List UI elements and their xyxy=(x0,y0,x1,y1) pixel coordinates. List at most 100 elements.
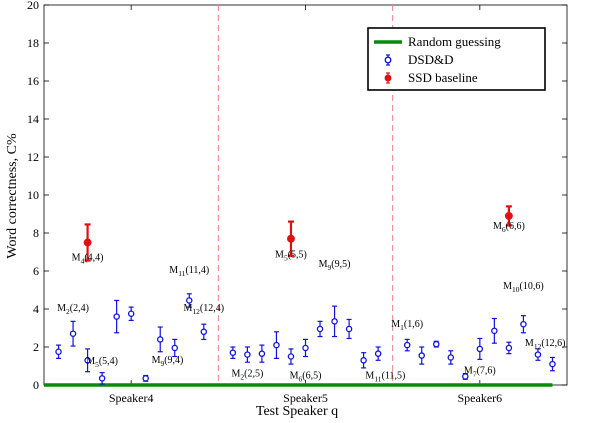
ssd-point-3 xyxy=(504,205,513,227)
marker xyxy=(244,351,251,358)
point-label: M7(7,6) xyxy=(464,366,496,379)
point-label: M12(12,4) xyxy=(184,303,225,316)
point-label: M4(4,4) xyxy=(72,253,104,266)
marker xyxy=(287,353,295,360)
point-label: M6(6,6) xyxy=(493,221,525,234)
y-tick-label: 0 xyxy=(33,378,39,392)
marker xyxy=(55,348,62,355)
marker xyxy=(84,357,91,364)
marker xyxy=(462,373,469,380)
legend-box xyxy=(367,27,546,91)
y-tick-label: 2 xyxy=(33,340,39,354)
point-label: M9(9,4) xyxy=(152,355,184,368)
legend: Random guessing DSD&D SSD baseline xyxy=(367,27,546,91)
marker xyxy=(229,349,237,356)
point-label: M2(2,4) xyxy=(57,303,89,316)
x-tick-label: Speaker4 xyxy=(109,391,154,405)
point-label: M5(5,4) xyxy=(86,356,118,369)
marker xyxy=(345,325,353,333)
marker xyxy=(113,313,120,320)
legend-swatch xyxy=(384,74,392,82)
y-tick-label: 4 xyxy=(33,302,39,316)
y-tick-label: 18 xyxy=(27,36,39,50)
legend-entry: Random guessing xyxy=(408,34,501,49)
marker xyxy=(156,336,164,343)
marker xyxy=(374,350,382,357)
dsdd-point-13 xyxy=(244,346,251,363)
marker xyxy=(302,344,309,352)
marker xyxy=(273,341,280,349)
marker xyxy=(98,375,106,382)
legend-entry: DSD&D xyxy=(408,52,454,67)
dsdd-point-27 xyxy=(462,373,469,380)
dsdd-point-28 xyxy=(476,337,484,360)
point-label: M1(1,6) xyxy=(391,319,423,332)
marker xyxy=(505,344,513,352)
marker xyxy=(491,327,498,335)
marker xyxy=(534,351,542,358)
x-tick-label: Speaker6 xyxy=(458,391,503,405)
point-label: M11(11,5) xyxy=(365,370,405,383)
dsdd-point-10 xyxy=(186,293,193,308)
dsdd-point-33 xyxy=(549,356,556,372)
ssd-point-1 xyxy=(83,223,92,262)
marker xyxy=(504,211,513,220)
dsdd-point-11 xyxy=(200,323,208,340)
marker xyxy=(127,310,135,317)
y-tick-label: 20 xyxy=(27,0,39,12)
dsdd-point-9 xyxy=(171,338,178,358)
point-label: M5(5,5) xyxy=(275,250,307,263)
dsdd-point-30 xyxy=(505,341,513,355)
dsdd-point-19 xyxy=(331,305,338,338)
y-tick-label: 16 xyxy=(27,74,39,88)
marker xyxy=(418,352,425,359)
y-axis-label: Word correctness, C% xyxy=(5,133,20,259)
y-tick-label: 14 xyxy=(27,112,39,126)
marker xyxy=(316,325,324,333)
point-label: M11(11,4) xyxy=(169,265,209,278)
dsdd-point-32 xyxy=(534,348,542,361)
dsdd-point-29 xyxy=(491,317,498,344)
marker xyxy=(171,344,178,352)
marker xyxy=(200,328,208,336)
y-tick-label: 10 xyxy=(27,188,39,202)
dsdd-point-23 xyxy=(403,338,411,352)
y-tick-label: 12 xyxy=(27,150,39,164)
y-axis: 0 2 4 6 8 10 12 14 16 18 20 xyxy=(27,0,567,392)
dsdd-point-25 xyxy=(432,340,440,348)
marker xyxy=(432,340,440,348)
dsdd-point-22 xyxy=(374,346,382,361)
dsdd-point-3 xyxy=(84,348,91,373)
dsdd-point-14 xyxy=(258,344,266,363)
marker xyxy=(142,375,149,382)
dsdd-point-31 xyxy=(520,315,527,334)
ssd-point-2 xyxy=(287,220,295,257)
x-axis: Speaker4 Speaker5 Speaker6 xyxy=(109,5,502,405)
legend-swatch xyxy=(384,56,392,64)
marker xyxy=(403,341,411,349)
dsdd-point-20 xyxy=(345,318,353,340)
dsdd-point-21 xyxy=(360,352,367,369)
x-axis-label: Test Speaker q xyxy=(256,404,338,419)
marker xyxy=(69,330,77,337)
marker xyxy=(447,354,455,361)
dsdd-point-6 xyxy=(127,306,135,321)
dsdd-point-17 xyxy=(302,338,309,358)
dsdd-point-15 xyxy=(273,331,280,359)
dsdd-point-16 xyxy=(287,348,295,365)
dsdd-point-2 xyxy=(69,320,77,347)
dsdd-point-7 xyxy=(142,374,149,382)
point-label: M2(2,5) xyxy=(231,368,263,381)
dsdd-point-5 xyxy=(113,299,120,334)
marker xyxy=(186,297,193,304)
marker xyxy=(520,320,527,328)
dsdd-point-1 xyxy=(55,344,62,359)
dsdd-point-8 xyxy=(156,326,164,353)
marker xyxy=(549,360,556,368)
y-tick-label: 6 xyxy=(33,264,39,278)
marker xyxy=(83,238,92,247)
dsdd-point-26 xyxy=(447,350,455,365)
marker xyxy=(476,345,484,353)
marker xyxy=(331,318,338,325)
